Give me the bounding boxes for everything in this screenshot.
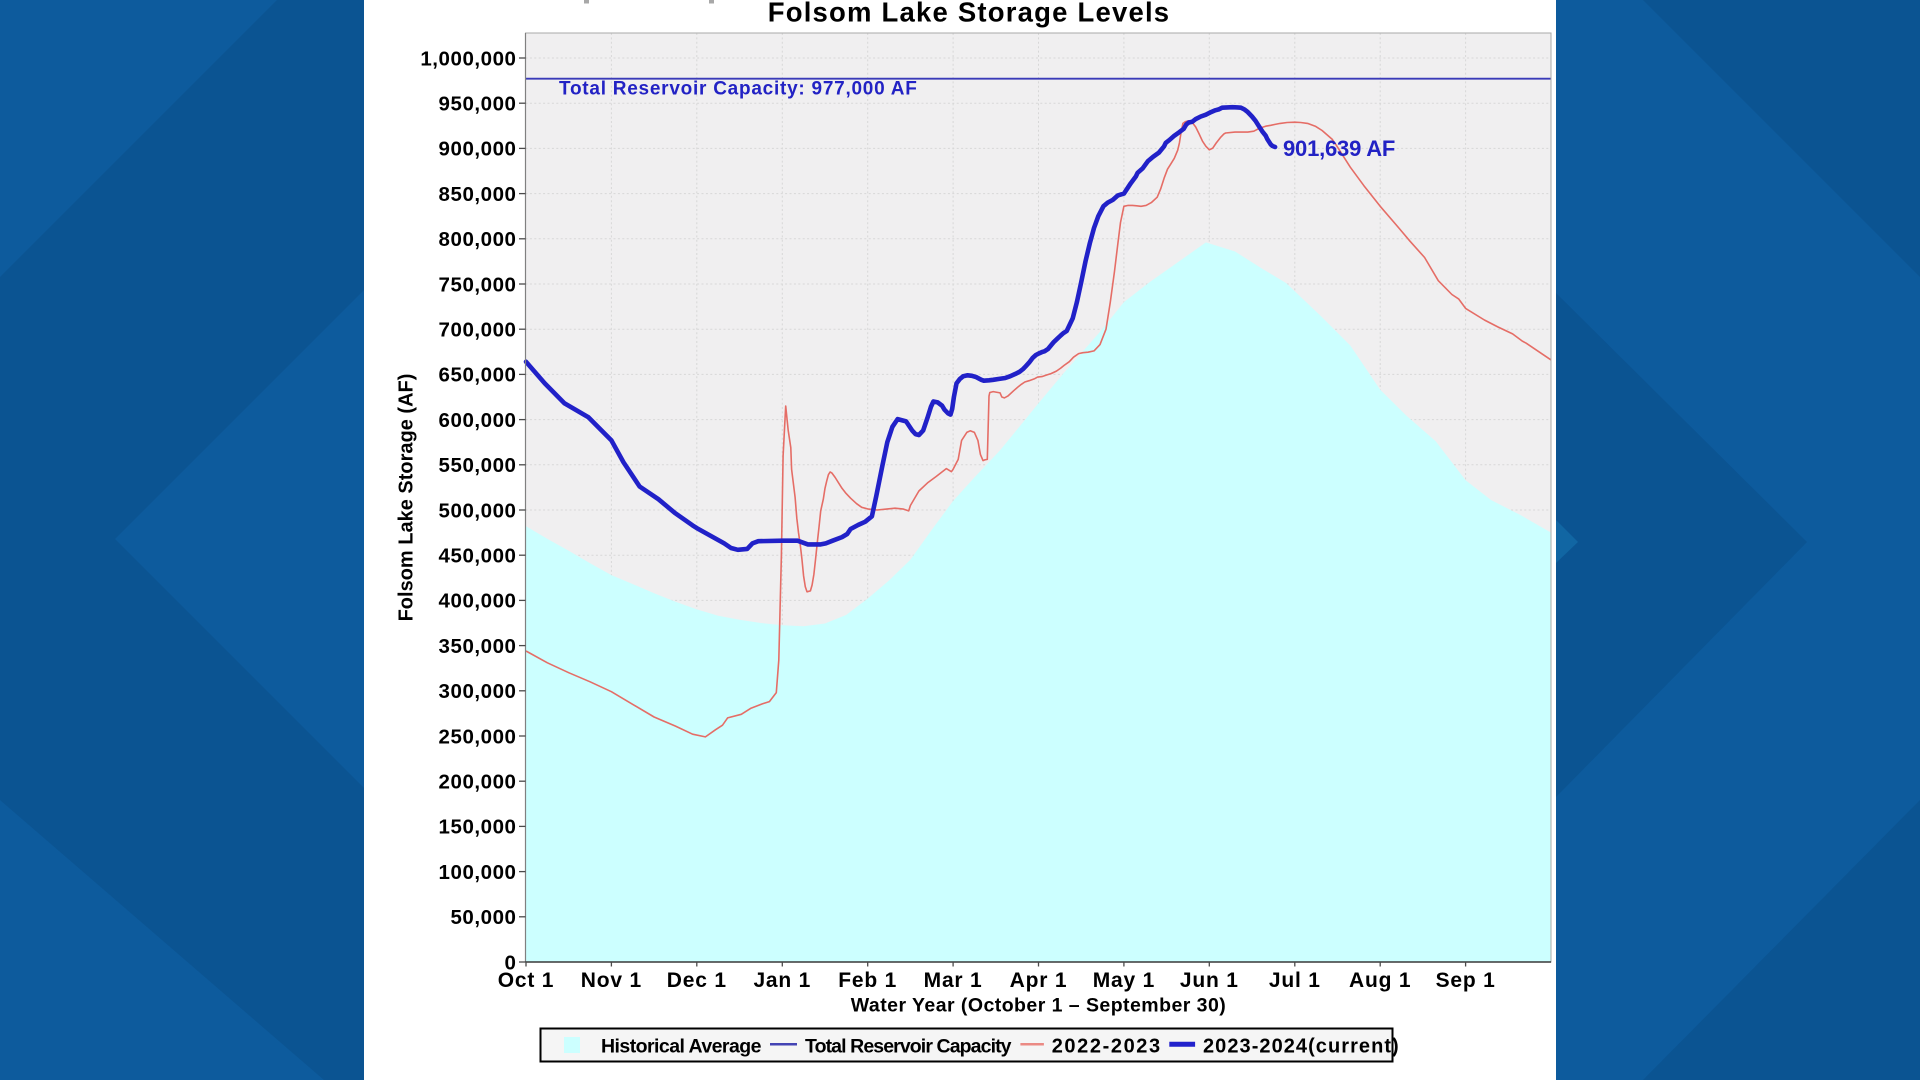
svg-text:Total Reservoir Capacity: 977,: Total Reservoir Capacity: 977,000 AF [559,79,918,100]
svg-text:Historical Average: Historical Average [601,1036,762,1058]
svg-text:Folsom Lake Storage Levels: Folsom Lake Storage Levels [768,0,1171,28]
svg-text:700,000: 700,000 [439,319,517,342]
svg-text:Jan 1: Jan 1 [753,969,811,992]
svg-text:100,000: 100,000 [439,861,517,884]
svg-text:450,000: 450,000 [439,545,517,568]
svg-text:300,000: 300,000 [439,680,517,703]
svg-text:Folsom Lake Storage (AF): Folsom Lake Storage (AF) [396,374,418,622]
svg-text:400,000: 400,000 [439,590,517,613]
svg-text:600,000: 600,000 [439,409,517,432]
svg-text:550,000: 550,000 [439,454,517,477]
svg-text:May 1: May 1 [1093,969,1155,992]
svg-text:500,000: 500,000 [439,499,517,522]
svg-text:850,000: 850,000 [439,183,517,206]
svg-text:2023-2024(current): 2023-2024(current) [1203,1036,1400,1058]
svg-text:0: 0 [505,951,517,974]
svg-text:Jun 1: Jun 1 [1180,969,1239,992]
svg-text:650,000: 650,000 [439,364,517,387]
svg-text:Sep 1: Sep 1 [1436,969,1496,992]
svg-text:Jul 1: Jul 1 [1269,969,1321,992]
svg-text:Total Reservoir Capacity: Total Reservoir Capacity [805,1036,1012,1058]
svg-text:Feb 1: Feb 1 [838,969,897,992]
svg-text:Water Year (October 1 – Septem: Water Year (October 1 – September 30) [851,995,1226,1017]
svg-text:901,639 AF: 901,639 AF [1283,136,1395,161]
svg-text:200,000: 200,000 [439,771,517,794]
svg-text:150,000: 150,000 [439,816,517,839]
svg-text:350,000: 350,000 [439,635,517,658]
svg-text:1,000,000: 1,000,000 [420,47,516,70]
svg-text:Oct 1: Oct 1 [498,969,555,992]
svg-text:900,000: 900,000 [439,138,517,161]
svg-text:Mar 1: Mar 1 [924,969,983,992]
svg-text:250,000: 250,000 [439,725,517,748]
svg-text:800,000: 800,000 [439,228,517,251]
svg-text:Nov 1: Nov 1 [581,969,642,992]
svg-text:2022-2023: 2022-2023 [1052,1036,1162,1058]
svg-text:Apr 1: Apr 1 [1010,969,1068,992]
svg-text:50,000: 50,000 [450,906,516,929]
svg-text:950,000: 950,000 [439,93,517,116]
svg-text:Aug 1: Aug 1 [1349,969,1411,992]
svg-text:750,000: 750,000 [439,273,517,296]
svg-text:Dec 1: Dec 1 [667,969,727,992]
